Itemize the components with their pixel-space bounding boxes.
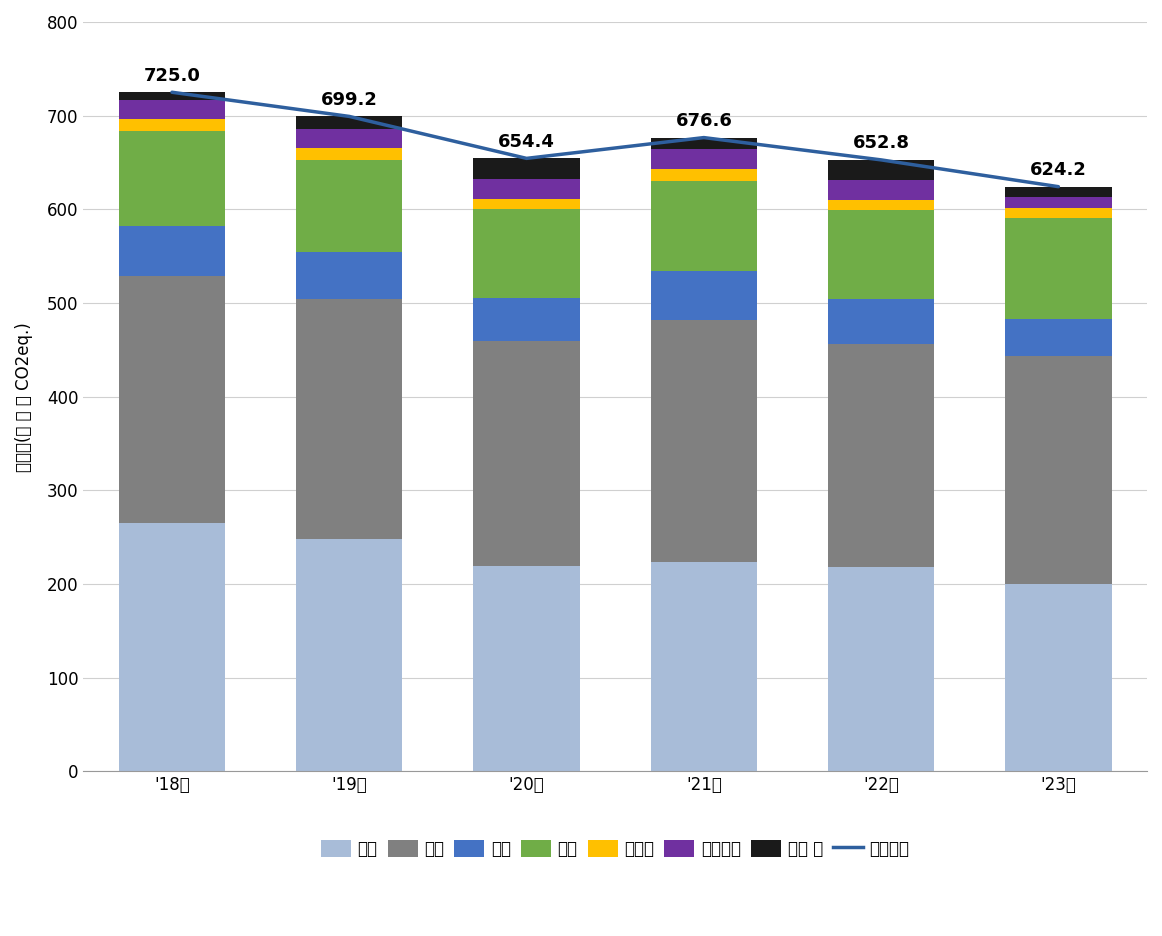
Bar (1005, 357, 1112, 584)
Text: 699.2: 699.2 (321, 91, 378, 109)
Bar (296, 300, 402, 539)
Bar (1005, 584, 1112, 771)
Bar (651, 182, 756, 271)
Bar (296, 253, 402, 300)
Bar (1005, 319, 1112, 357)
총배출량 (874, 154, 888, 166)
총배출량 (519, 153, 533, 164)
총배출량 (165, 87, 179, 98)
Bar (119, 276, 225, 523)
Bar (651, 271, 756, 320)
총배출량 (1052, 181, 1066, 192)
Bar (651, 320, 756, 562)
Text: 652.8: 652.8 (853, 135, 910, 153)
Bar (473, 199, 580, 210)
Bar (1005, 197, 1112, 209)
Bar (296, 149, 402, 160)
Line: 총배출량: 총배출량 (172, 93, 1059, 186)
Bar (296, 160, 402, 253)
Bar (296, 116, 402, 129)
Bar (119, 120, 225, 131)
Bar (651, 169, 756, 182)
Bar (119, 100, 225, 120)
Bar (1005, 218, 1112, 319)
Bar (827, 181, 934, 200)
Bar (296, 129, 402, 149)
Text: 654.4: 654.4 (498, 133, 555, 151)
Bar (119, 93, 225, 100)
Bar (119, 523, 225, 771)
총배출량 (343, 110, 357, 122)
Bar (651, 562, 756, 771)
Text: 725.0: 725.0 (144, 66, 201, 85)
Text: 624.2: 624.2 (1030, 161, 1086, 179)
Y-axis label: 배출량(백 만 톤 CO2eq.): 배출량(백 만 톤 CO2eq.) (15, 322, 33, 472)
Bar (1005, 209, 1112, 218)
Bar (473, 299, 580, 342)
Bar (651, 150, 756, 169)
Bar (473, 566, 580, 771)
Bar (119, 131, 225, 227)
Bar (827, 300, 934, 344)
Bar (827, 211, 934, 300)
Bar (473, 158, 580, 180)
Text: 676.6: 676.6 (675, 112, 732, 130)
Bar (119, 227, 225, 276)
Bar (473, 210, 580, 299)
Bar (651, 138, 756, 150)
Bar (473, 180, 580, 199)
Bar (827, 200, 934, 211)
Bar (827, 567, 934, 771)
Bar (827, 160, 934, 181)
Bar (827, 344, 934, 567)
Bar (296, 539, 402, 771)
Bar (1005, 186, 1112, 197)
총배출량 (697, 132, 711, 143)
Legend: 전환, 산업, 건물, 수송, 폐기물, 농축수산, 탈루 등, 총배출량: 전환, 산업, 건물, 수송, 폐기물, 농축수산, 탈루 등, 총배출량 (321, 840, 910, 857)
Bar (473, 342, 580, 566)
